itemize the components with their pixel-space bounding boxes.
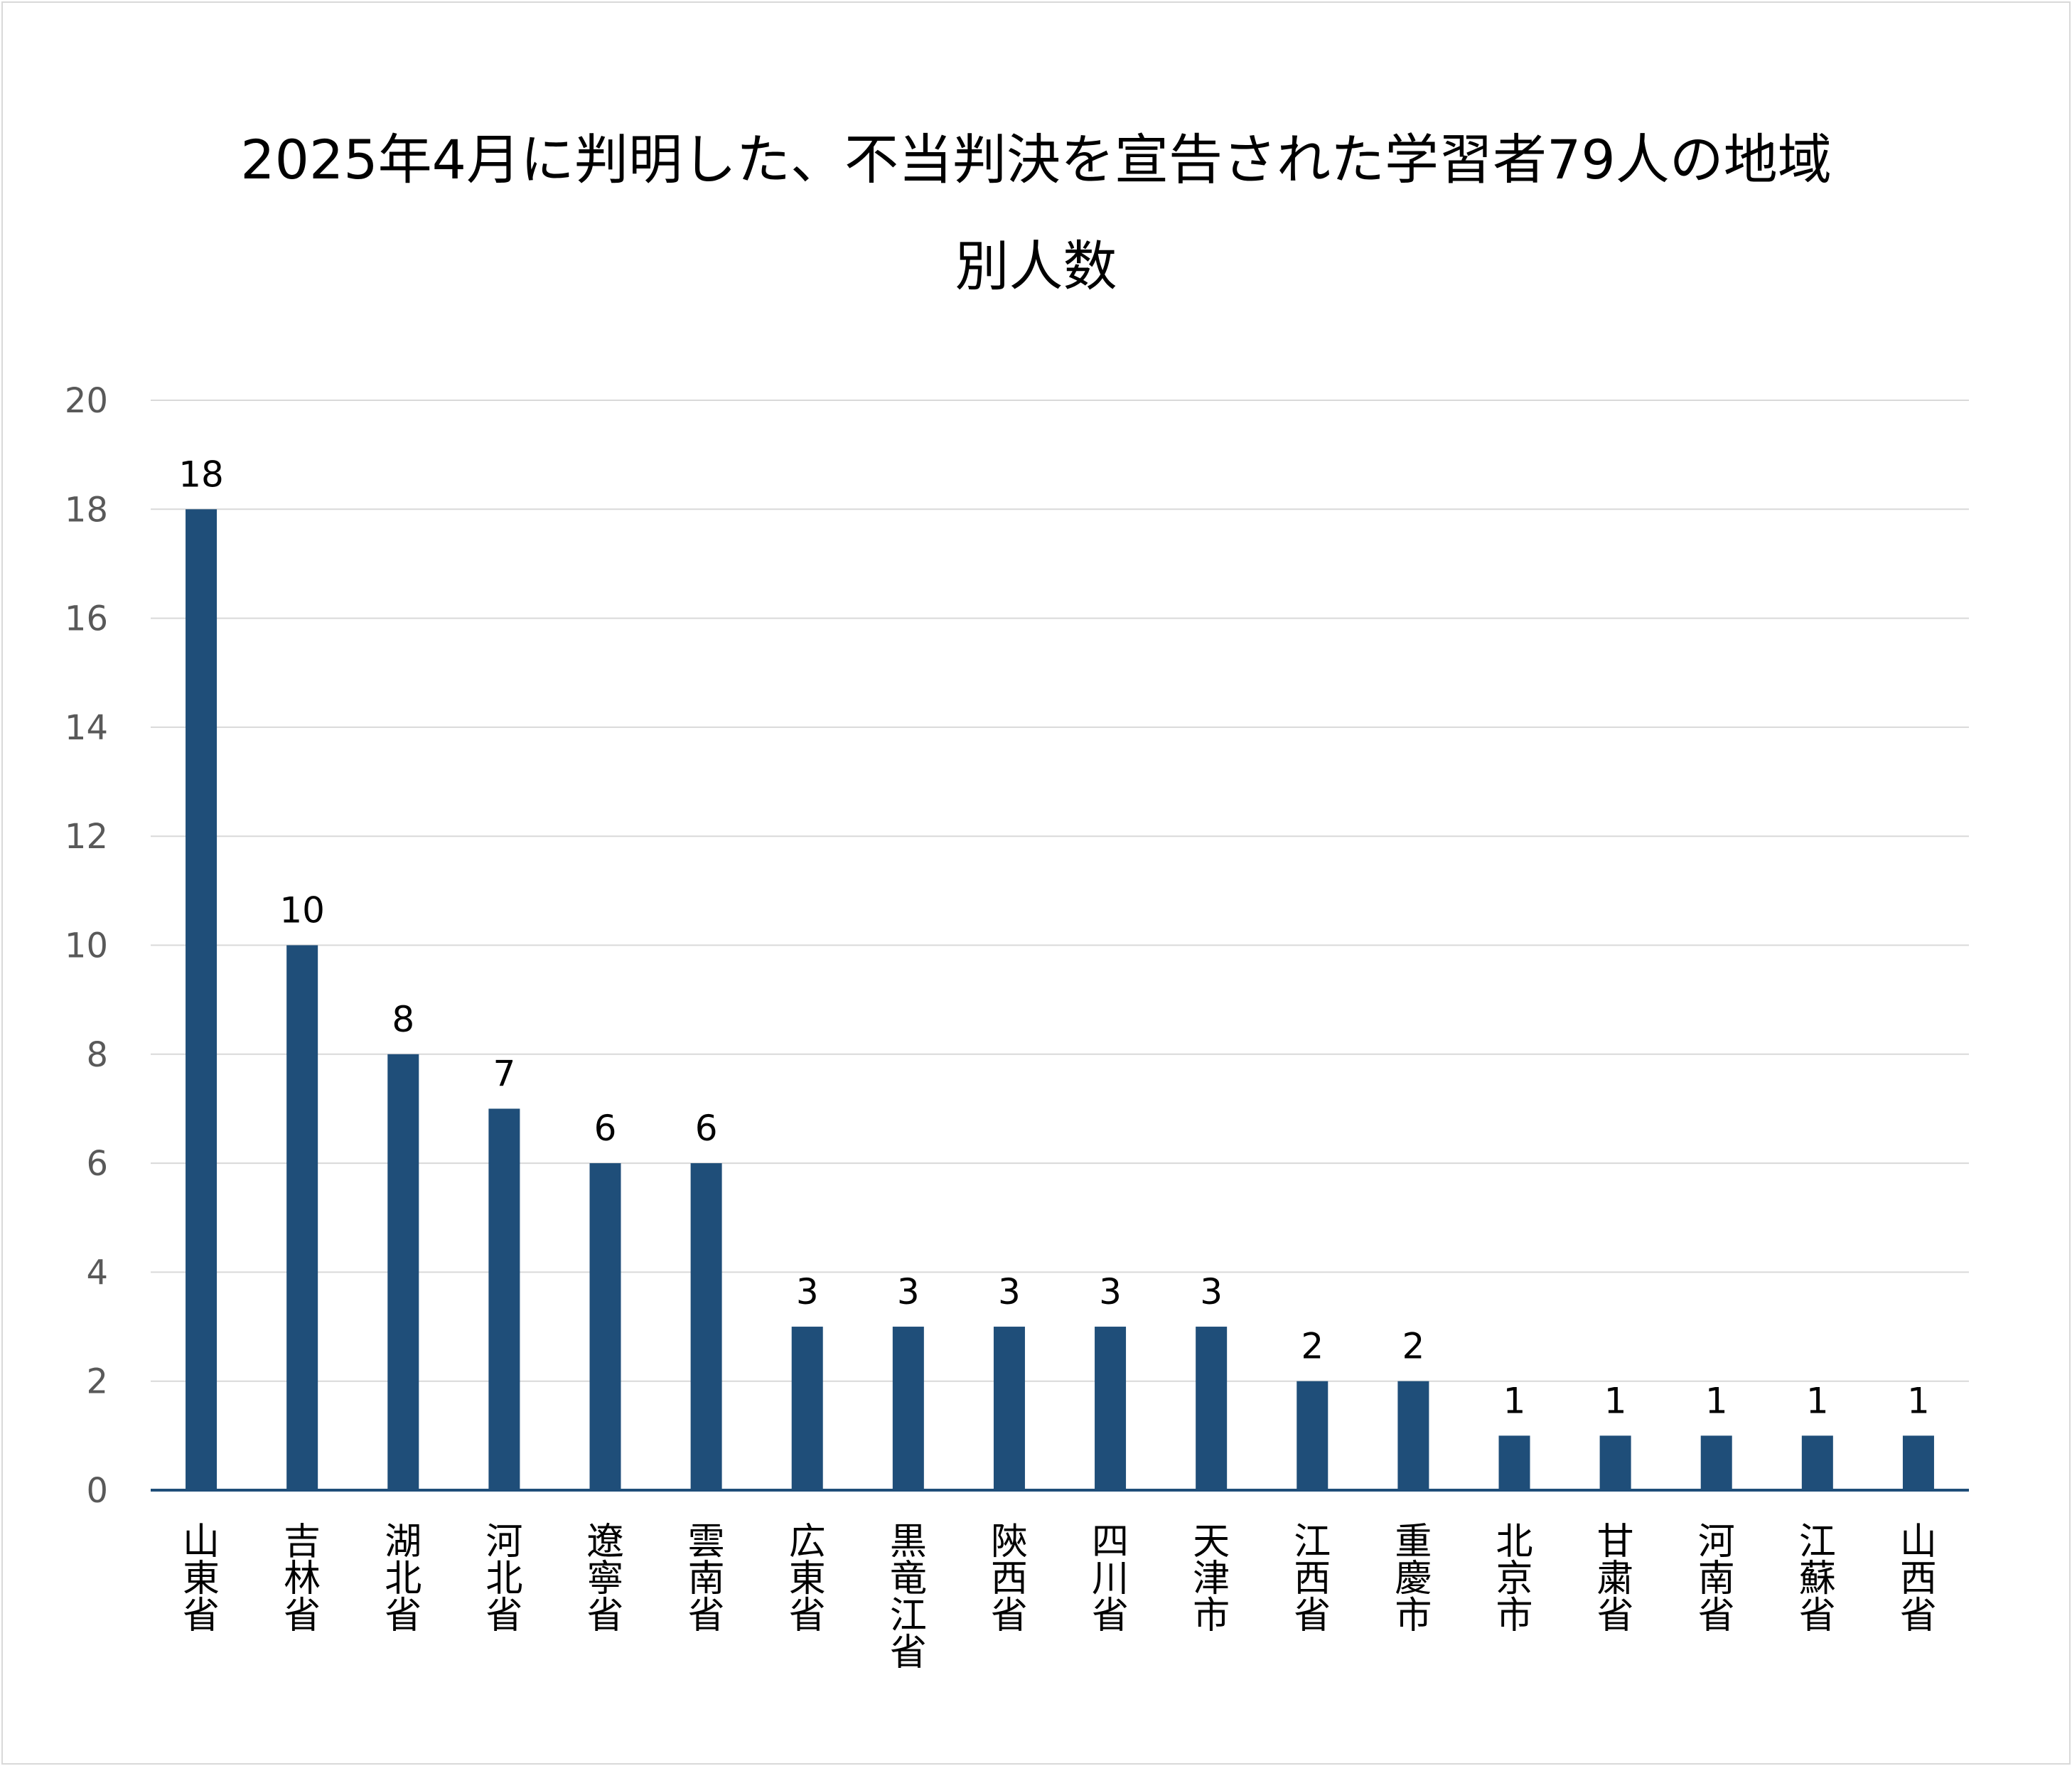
bar <box>1397 1381 1429 1490</box>
bar <box>1297 1381 1328 1490</box>
bar <box>690 1163 722 1490</box>
x-tick-label: 四川省 <box>1092 1521 1129 1637</box>
x-tick-label: 河南省 <box>1698 1521 1735 1637</box>
y-tick-label: 4 <box>86 1253 108 1293</box>
y-tick-label: 16 <box>65 599 108 639</box>
x-tick-label: 江西省 <box>1294 1521 1331 1637</box>
bars <box>186 509 1934 1490</box>
x-tick-label: 北京市 <box>1496 1521 1532 1637</box>
x-tick-label: 吉林省 <box>284 1521 321 1637</box>
bar <box>488 1108 520 1490</box>
y-tick-label: 18 <box>65 490 108 530</box>
bar <box>1700 1435 1732 1490</box>
bar <box>387 1054 419 1490</box>
data-label: 1 <box>1604 1380 1627 1421</box>
data-label: 3 <box>897 1271 920 1312</box>
data-label: 1 <box>1907 1380 1930 1421</box>
data-label: 3 <box>1200 1271 1223 1312</box>
bar <box>892 1327 924 1490</box>
x-axis-labels: 山東省 吉林省 湖北省 河北省 遼寧省 雲南省 広東省 黒竜江省 陝西省 四川省 天津市 江西省 重慶市… <box>183 1521 1937 1674</box>
x-tick-label: 陝西省 <box>991 1521 1028 1637</box>
chart-title: 2025年4月に判明した、不当判決を宣告された学習者79人の地域 別人数 <box>0 107 2072 320</box>
y-tick-label: 14 <box>65 708 108 748</box>
bar <box>1498 1435 1530 1490</box>
data-label: 1 <box>1705 1380 1728 1421</box>
data-labels: 18 10 8 7 6 6 3 3 3 3 3 2 2 1 1 1 1 1 <box>178 454 1930 1421</box>
x-tick-label: 湖北省 <box>385 1521 422 1637</box>
data-label: 1 <box>1503 1380 1526 1421</box>
bar <box>993 1327 1025 1490</box>
x-tick-label: 山東省 <box>183 1521 220 1637</box>
y-tick-label: 20 <box>65 381 108 421</box>
data-label: 3 <box>796 1271 819 1312</box>
bar <box>1095 1327 1127 1490</box>
data-label: 10 <box>279 890 325 931</box>
bar <box>589 1163 621 1490</box>
y-axis-ticks: 0 2 4 6 8 10 12 14 16 18 20 <box>65 381 108 1511</box>
y-tick-label: 12 <box>65 817 108 857</box>
x-tick-label: 黒竜江省 <box>890 1521 927 1674</box>
bar <box>1599 1435 1631 1490</box>
y-tick-label: 2 <box>86 1362 108 1402</box>
x-tick-label: 遼寧省 <box>586 1521 623 1637</box>
x-tick-label: 河北省 <box>485 1521 522 1637</box>
y-tick-label: 0 <box>86 1471 108 1511</box>
data-label: 8 <box>392 999 414 1040</box>
data-label: 7 <box>493 1053 515 1094</box>
data-label: 1 <box>1806 1380 1829 1421</box>
x-tick-label: 重慶市 <box>1395 1521 1432 1637</box>
x-tick-label: 山西省 <box>1900 1521 1937 1637</box>
y-tick-label: 10 <box>65 926 108 966</box>
bar <box>286 945 318 1490</box>
chart-title-line-1: 2025年4月に判明した、不当判決を宣告された学習者79人の地域 <box>240 128 1832 191</box>
data-label: 18 <box>178 454 224 495</box>
bar <box>186 509 218 1490</box>
data-label: 6 <box>594 1108 617 1149</box>
x-tick-label: 雲南省 <box>688 1521 725 1637</box>
y-tick-label: 6 <box>86 1144 108 1184</box>
data-label: 2 <box>1301 1326 1324 1367</box>
data-label: 3 <box>998 1271 1021 1312</box>
gridlines <box>151 400 1969 1382</box>
x-tick-label: 天津市 <box>1193 1521 1230 1637</box>
bar <box>1902 1435 1934 1490</box>
data-label: 6 <box>695 1108 718 1149</box>
data-label: 3 <box>1099 1271 1122 1312</box>
chart-title-line-2: 別人数 <box>955 235 1117 298</box>
bar <box>1801 1435 1833 1490</box>
data-label: 2 <box>1402 1326 1424 1367</box>
x-tick-label: 広東省 <box>789 1521 826 1637</box>
x-tick-label: 甘粛省 <box>1597 1521 1634 1637</box>
bar <box>791 1327 823 1490</box>
x-tick-label: 江蘇省 <box>1799 1521 1836 1637</box>
y-tick-label: 8 <box>86 1035 108 1075</box>
bar <box>1196 1327 1228 1490</box>
